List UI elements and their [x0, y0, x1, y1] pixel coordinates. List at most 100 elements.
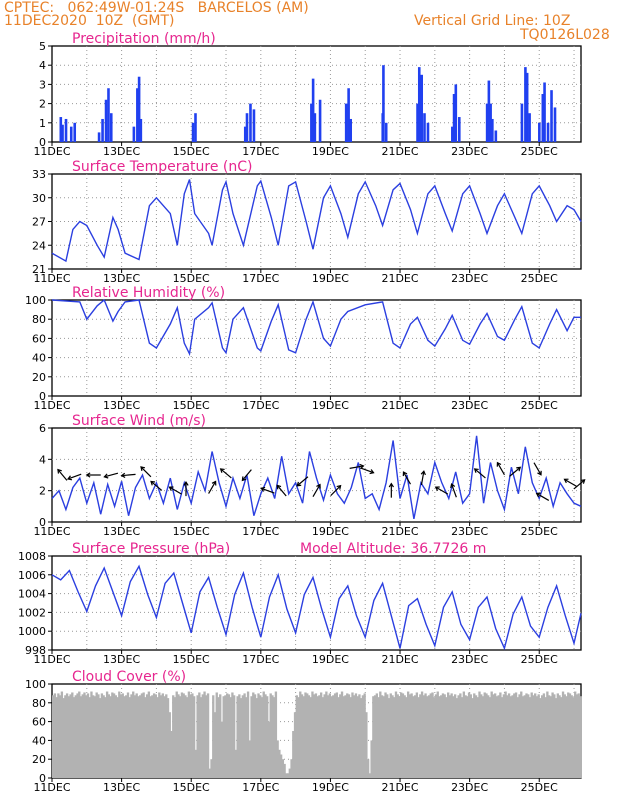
cloud-bar — [507, 693, 511, 778]
cloud-bar — [248, 740, 251, 778]
cloud-bar — [231, 692, 234, 778]
cloud-bar — [549, 696, 553, 778]
cloud-bar — [426, 696, 429, 778]
cloud-bar — [441, 693, 445, 778]
cloud-bar — [133, 695, 137, 778]
panel-title: Cloud Cover (%) — [72, 669, 186, 685]
cloud-bar — [52, 695, 55, 778]
cloud-bar — [88, 697, 91, 778]
x-tick-label: 13DEC — [103, 145, 140, 158]
wind-arrow — [219, 468, 232, 479]
cloud-bar — [445, 697, 448, 778]
cloud-bar — [295, 695, 298, 778]
cloud-bar — [286, 773, 290, 778]
y-tick-label: 80 — [32, 313, 46, 326]
cloud-bar — [354, 693, 358, 778]
cloud-bar — [154, 694, 158, 778]
cloud-bar — [208, 768, 211, 778]
cloud-bar — [452, 696, 455, 778]
model-altitude: Model Altitude: 36.7726 m — [300, 541, 486, 557]
cloud-bar — [236, 696, 239, 778]
y-tick-label: 1 — [39, 117, 46, 130]
precip-bar — [136, 88, 139, 142]
cloud-bar — [302, 696, 305, 778]
cloud-bar — [377, 697, 380, 778]
cloud-bar — [453, 694, 457, 778]
cloud-bar — [410, 693, 413, 778]
cloud-bar — [460, 697, 464, 778]
cloud-bar — [175, 691, 178, 778]
cloud-bar — [339, 694, 342, 778]
cloud-bar — [297, 697, 300, 778]
cloud-bar — [172, 695, 175, 778]
cloud-bar — [480, 694, 483, 778]
cloud-bar — [285, 773, 288, 778]
cloud-bar — [255, 698, 258, 778]
cloud-bar — [283, 763, 286, 778]
precip-bar — [538, 122, 541, 142]
precip-bar — [311, 78, 315, 142]
cloud-bar — [130, 694, 133, 778]
cloud-bar — [499, 692, 502, 778]
cloud-bar — [556, 693, 559, 778]
cloud-bar — [389, 693, 392, 778]
cloud-bar — [116, 697, 119, 778]
precip-bar — [546, 122, 550, 142]
cloud-bar — [340, 691, 344, 778]
cloud-bar — [415, 692, 419, 778]
cloud-bar — [170, 731, 173, 778]
precip-bar — [313, 113, 317, 142]
precip-bar — [454, 84, 458, 142]
y-tick-label: 0 — [39, 136, 46, 149]
x-tick-label: 23DEC — [451, 653, 488, 666]
cloud-bar — [525, 693, 528, 778]
cloud-bar — [408, 694, 412, 778]
precip-bar — [101, 118, 104, 142]
cloud-bar — [506, 695, 509, 778]
precip-bar — [194, 113, 197, 142]
wind-arrow — [388, 482, 394, 498]
wind-arrow — [535, 492, 550, 501]
cloud-bar — [243, 693, 246, 778]
cloud-bar — [401, 693, 405, 778]
y-tick-label: 100 — [25, 294, 46, 307]
wind-arrow — [434, 486, 449, 495]
cloud-bar — [575, 694, 579, 778]
precip-bar — [543, 82, 546, 142]
cloud-bar — [567, 692, 570, 778]
precip-bar — [420, 74, 424, 142]
cloud-bar — [252, 692, 255, 778]
cloud-bar — [290, 759, 293, 778]
cloud-bar — [76, 693, 79, 778]
cloud-bar — [521, 696, 525, 778]
cloud-bar — [266, 696, 269, 778]
x-tick-label: 11DEC — [33, 145, 70, 158]
cloud-bar — [212, 695, 215, 778]
cloud-bar — [347, 694, 351, 778]
cloud-bar — [332, 695, 335, 778]
wind-arrow — [360, 467, 375, 475]
precip-bar — [64, 118, 68, 142]
cloud-bar — [118, 691, 121, 778]
x-tick-label: 15DEC — [173, 781, 210, 794]
cloud-bar — [396, 694, 399, 778]
cloud-bar — [199, 697, 203, 778]
cloud-bar — [165, 694, 168, 778]
y-tick-label: 6 — [39, 422, 46, 435]
cloud-bar — [121, 693, 124, 778]
x-tick-label: 23DEC — [451, 781, 488, 794]
cloud-bar — [393, 697, 396, 778]
x-tick-label: 25DEC — [521, 525, 558, 538]
wind-arrow — [183, 480, 189, 497]
cloud-bar — [579, 696, 582, 778]
precip-bar — [452, 94, 456, 142]
cloud-bar — [316, 696, 319, 778]
cloud-bar — [128, 697, 131, 778]
cloud-bar — [384, 692, 387, 778]
cloud-bar — [540, 695, 544, 778]
cloud-bar — [203, 691, 206, 778]
x-tick-label: 11DEC — [33, 781, 70, 794]
cloud-bar — [476, 697, 479, 778]
x-tick-label: 15DEC — [173, 399, 210, 412]
cloud-bar — [227, 694, 231, 778]
